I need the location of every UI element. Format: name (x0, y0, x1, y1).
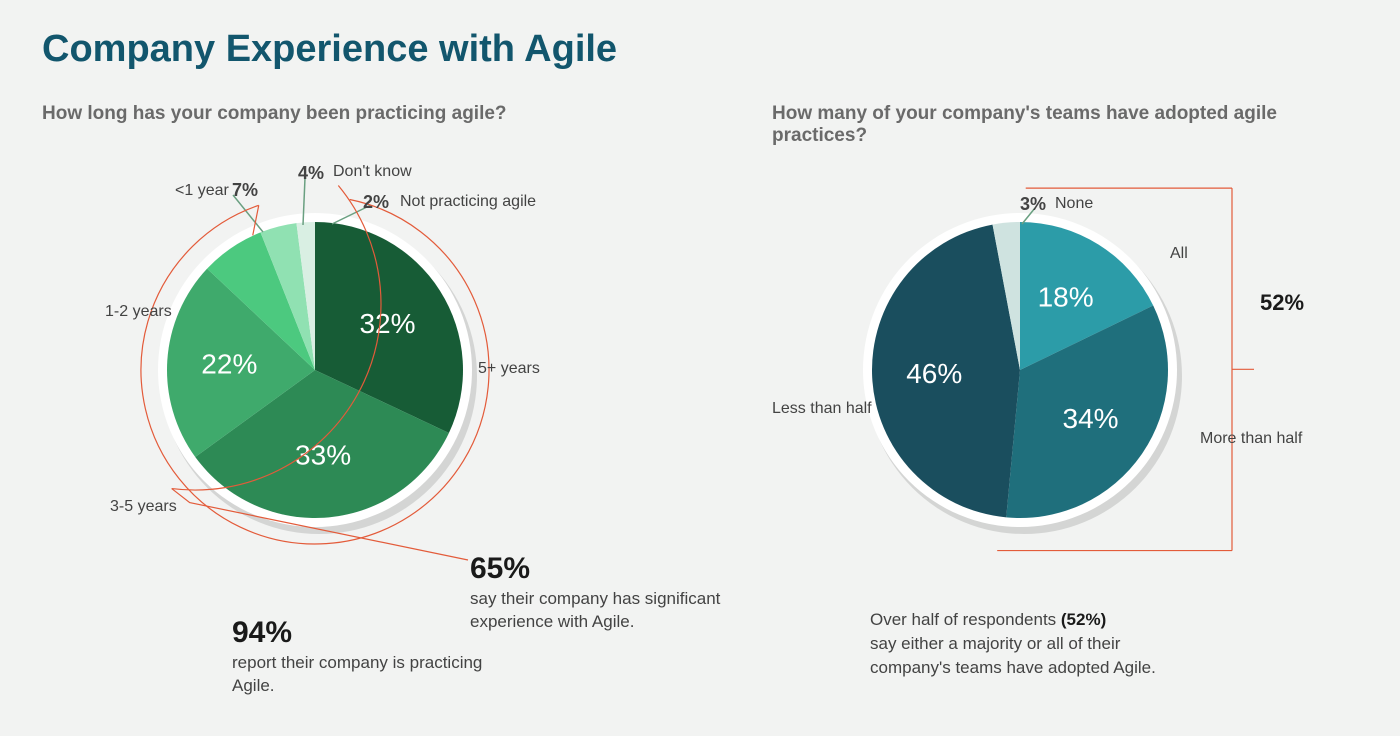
slice-label: 2% (363, 192, 389, 213)
stat-65-sub: say their company has significant experi… (470, 588, 730, 634)
slice-label: Less than half (772, 400, 872, 418)
svg-text:22%: 22% (201, 349, 257, 380)
slice-label: 1-2 years (105, 303, 172, 321)
slice-label: None (1055, 195, 1093, 213)
stat-65: 65% (470, 552, 530, 586)
slice-label: 3% (1020, 194, 1046, 215)
slice-label: 5+ years (478, 360, 540, 378)
bracket-52: 52% (1260, 290, 1304, 316)
slice-label: All (1170, 245, 1188, 263)
svg-text:46%: 46% (906, 358, 962, 389)
pie-chart-2: 18% 34% 46% (863, 213, 1182, 534)
stat-94-sub: report their company is practicing Agile… (232, 652, 492, 698)
svg-text:32%: 32% (359, 308, 415, 339)
slice-label: More than half (1200, 430, 1302, 448)
chart2-footnote: Over half of respondents (52%)say either… (870, 608, 1156, 679)
slice-label: 7% (232, 180, 258, 201)
stat-94: 94% (232, 616, 292, 650)
slice-label: Not practicing agile (400, 193, 536, 211)
slice-label: 4% (298, 163, 324, 184)
slice-label: <1 year (175, 182, 229, 200)
svg-text:34%: 34% (1063, 403, 1119, 434)
pie-chart-1: 32%33%22% (158, 213, 477, 534)
slice-label: Don't know (333, 163, 412, 181)
svg-text:18%: 18% (1038, 281, 1094, 312)
slice-label: 3-5 years (110, 498, 177, 516)
